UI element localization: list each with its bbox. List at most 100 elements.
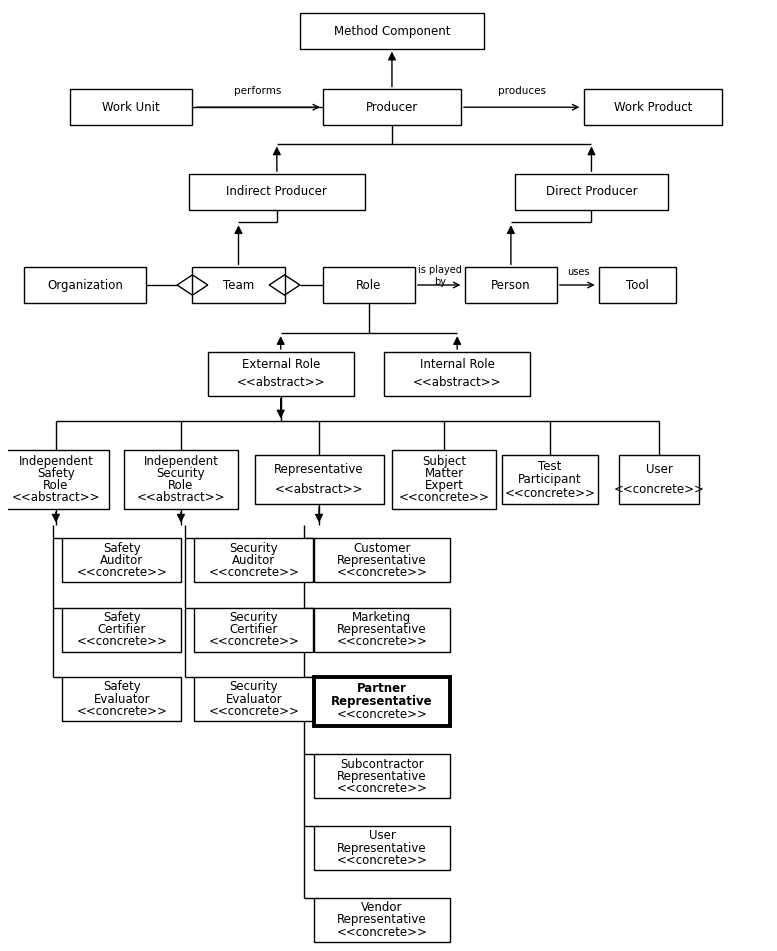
Text: Matter: Matter [424,467,464,480]
Text: Method Component: Method Component [333,25,450,37]
Text: Subcontractor: Subcontractor [340,758,423,770]
Text: Security: Security [157,467,205,480]
Text: Work Product: Work Product [614,101,692,114]
Text: Independent: Independent [19,455,93,468]
Text: <<concrete>>: <<concrete>> [504,487,595,499]
Text: <<abstract>>: <<abstract>> [236,377,325,389]
Text: Organization: Organization [47,279,123,292]
Text: Work Unit: Work Unit [103,101,160,114]
FancyBboxPatch shape [3,450,109,510]
FancyBboxPatch shape [300,13,484,49]
Text: Tool: Tool [626,279,649,292]
FancyBboxPatch shape [314,898,451,942]
Text: <<concrete>>: <<concrete>> [336,708,427,722]
FancyBboxPatch shape [392,450,496,510]
Text: <<concrete>>: <<concrete>> [336,635,427,649]
Text: Representative: Representative [337,842,427,855]
FancyBboxPatch shape [62,608,181,651]
Text: Independent: Independent [144,455,218,468]
Text: Direct Producer: Direct Producer [545,185,637,199]
FancyBboxPatch shape [62,677,181,721]
Text: Indirect Producer: Indirect Producer [226,185,327,199]
Text: Representative: Representative [337,623,427,636]
Text: <<abstract>>: <<abstract>> [137,492,225,504]
Text: Safety: Safety [103,611,141,624]
Text: <<concrete>>: <<concrete>> [336,854,427,866]
Text: Certifier: Certifier [230,623,278,636]
Text: <<concrete>>: <<concrete>> [399,492,490,504]
Text: Representative: Representative [337,769,427,783]
FancyBboxPatch shape [194,608,313,651]
Text: <<concrete>>: <<concrete>> [76,566,167,579]
Text: Role: Role [169,479,193,493]
Text: <<concrete>>: <<concrete>> [76,705,167,718]
Text: Safety: Safety [37,467,75,480]
Text: Auditor: Auditor [232,553,276,567]
Text: Person: Person [491,279,531,292]
Text: <<abstract>>: <<abstract>> [413,377,501,389]
Text: <<concrete>>: <<concrete>> [336,782,427,795]
FancyBboxPatch shape [314,677,451,727]
Text: Representative: Representative [337,914,427,926]
Text: <<concrete>>: <<concrete>> [208,566,299,579]
FancyBboxPatch shape [314,754,451,798]
FancyBboxPatch shape [323,267,415,302]
Text: <<concrete>>: <<concrete>> [208,705,299,718]
Text: by: by [434,277,446,286]
Text: External Role: External Role [242,359,320,372]
Text: Representative: Representative [274,463,364,476]
Text: Vendor: Vendor [361,902,402,915]
Text: performs: performs [234,87,281,96]
FancyBboxPatch shape [385,352,530,396]
FancyBboxPatch shape [23,267,146,302]
Text: <<abstract>>: <<abstract>> [12,492,100,504]
FancyBboxPatch shape [323,89,461,125]
Text: Certifier: Certifier [98,623,146,636]
Text: <<abstract>>: <<abstract>> [275,483,364,496]
Text: Team: Team [223,279,254,292]
Text: Internal Role: Internal Role [420,359,495,372]
FancyBboxPatch shape [194,677,313,721]
Text: Representative: Representative [337,553,427,567]
Text: Security: Security [229,681,278,693]
Text: produces: produces [498,87,546,96]
Text: Test: Test [538,460,562,473]
Text: Participant: Participant [518,474,582,486]
FancyBboxPatch shape [314,538,451,582]
Text: <<concrete>>: <<concrete>> [76,635,167,649]
Text: is played: is played [418,264,462,275]
Text: Role: Role [44,479,68,493]
FancyBboxPatch shape [189,174,365,209]
FancyBboxPatch shape [514,174,668,209]
Text: Safety: Safety [103,542,141,554]
Text: Role: Role [356,279,382,292]
FancyBboxPatch shape [465,267,557,302]
Text: Expert: Expert [425,479,464,493]
Text: Representative: Representative [331,695,433,708]
Text: uses: uses [566,266,589,277]
Text: <<concrete>>: <<concrete>> [336,925,427,939]
FancyBboxPatch shape [194,538,313,582]
Text: Partner: Partner [357,682,407,694]
FancyBboxPatch shape [584,89,722,125]
FancyBboxPatch shape [124,450,238,510]
Text: Marketing: Marketing [352,611,412,624]
Text: Customer: Customer [354,542,411,554]
Text: Subject: Subject [422,455,466,468]
FancyBboxPatch shape [70,89,193,125]
FancyBboxPatch shape [502,456,598,504]
Text: Evaluator: Evaluator [93,692,150,706]
FancyBboxPatch shape [599,267,676,302]
Text: <<concrete>>: <<concrete>> [614,483,705,496]
Text: Auditor: Auditor [100,553,144,567]
Text: User: User [646,463,672,476]
Text: Producer: Producer [366,101,418,114]
Text: <<concrete>>: <<concrete>> [208,635,299,649]
FancyBboxPatch shape [618,456,699,504]
Text: User: User [368,829,395,843]
FancyBboxPatch shape [314,826,451,870]
Text: Evaluator: Evaluator [225,692,282,706]
Text: <<concrete>>: <<concrete>> [336,566,427,579]
FancyBboxPatch shape [62,538,181,582]
FancyBboxPatch shape [314,608,451,651]
